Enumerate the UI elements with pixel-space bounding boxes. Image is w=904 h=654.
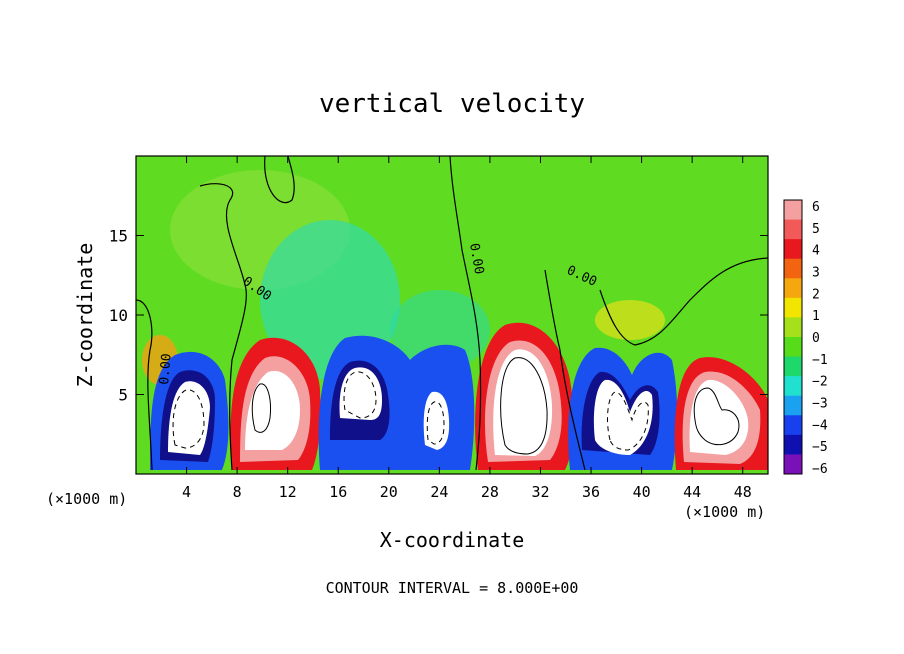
x-tick-label: 20 — [380, 483, 398, 501]
plot-area: 0.00 0.00 0.00 0.00 — [136, 156, 768, 474]
colorbar-frame — [783, 199, 803, 475]
colorbar-swatch — [784, 376, 802, 397]
x-unit-right: (×1000 m) — [684, 503, 765, 521]
zero-contour-5 — [544, 269, 586, 471]
colorbar-label: −4 — [812, 418, 828, 433]
colorbar-label: −3 — [812, 397, 828, 412]
y-tick-label: 5 — [118, 386, 128, 405]
x-tick-label: 40 — [633, 483, 651, 501]
zero-contour-2 — [199, 183, 247, 471]
x-tick-label: 48 — [734, 483, 752, 501]
colorbar-label: 6 — [812, 200, 820, 215]
x-tick-label: 28 — [481, 483, 499, 501]
x-axis-ticks: 4 8 12 16 20 24 28 32 36 40 44 48 — [182, 156, 752, 501]
y-tick-label: 10 — [109, 306, 128, 325]
colorbar-swatch — [784, 219, 802, 240]
y-tick-label: 15 — [109, 227, 128, 246]
pos-contour-1 — [251, 383, 271, 433]
x-unit-left: (×1000 m) — [46, 490, 127, 508]
contour-interval-footer: CONTOUR INTERVAL = 8.000E+00 — [326, 579, 579, 597]
pos-contour-3 — [693, 387, 740, 446]
colorbar-label: 1 — [812, 309, 820, 324]
cell-down-3-core — [423, 391, 450, 450]
zero-contour-4 — [449, 156, 482, 471]
colorbar-label: −1 — [812, 353, 828, 368]
x-tick-label: 24 — [430, 483, 448, 501]
colorbar: 6 5 4 3 2 1 0 −1 −2 −3 −4 −5 −6 — [783, 199, 828, 477]
colorbar-swatch — [784, 317, 802, 338]
cell-up-3-core — [689, 379, 749, 455]
colorbar-swatch — [784, 356, 802, 377]
colorbar-swatch — [784, 200, 802, 221]
cell-down-4-core — [593, 379, 653, 455]
x-tick-label: 12 — [279, 483, 297, 501]
cell-up-2-core — [493, 349, 553, 456]
colorbar-label: 2 — [812, 287, 820, 302]
colorbar-label: 0 — [812, 331, 820, 346]
colorbar-label: 5 — [812, 222, 820, 237]
colorbar-swatch — [784, 415, 802, 436]
x-tick-label: 36 — [582, 483, 600, 501]
colorbar-label: 3 — [812, 266, 820, 281]
pos-contour-2 — [500, 357, 548, 455]
colorbar-label: −6 — [812, 462, 828, 477]
x-tick-label: 32 — [531, 483, 549, 501]
y-axis-label: Z-coordinate — [73, 243, 97, 388]
x-axis-label: X-coordinate — [380, 528, 525, 552]
colorbar-swatch — [784, 454, 802, 475]
neg-contour-1 — [172, 389, 205, 449]
x-tick-label: 4 — [182, 483, 191, 501]
cell-down-2-core — [339, 367, 382, 420]
colorbar-swatch — [784, 297, 802, 318]
colorbar-swatch — [784, 395, 802, 416]
region-yellow-right — [595, 300, 665, 340]
x-tick-label: 44 — [683, 483, 701, 501]
colorbar-swatch — [784, 239, 802, 260]
colorbar-swatch — [784, 258, 802, 279]
cell-up-1-core — [245, 370, 300, 450]
colorbar-swatch — [784, 278, 802, 299]
zero-contour-1 — [136, 299, 153, 471]
x-tick-label: 8 — [233, 483, 242, 501]
colorbar-label: −5 — [812, 440, 828, 455]
zero-contour-3 — [264, 156, 295, 203]
x-tick-label: 16 — [329, 483, 347, 501]
neg-contour-4 — [607, 391, 649, 451]
contour-label-3: 0.00 — [466, 242, 486, 275]
neg-contour-3 — [426, 401, 445, 445]
colorbar-swatch — [784, 337, 802, 358]
y-axis-ticks: 5 10 15 — [109, 227, 768, 405]
zero-contour-6 — [599, 257, 768, 346]
chart-title: vertical velocity — [319, 89, 585, 119]
colorbar-swatch — [784, 434, 802, 455]
contour-label-1: 0.00 — [157, 353, 175, 386]
colorbar-label: 4 — [812, 244, 820, 259]
cell-down-1-core — [168, 381, 210, 455]
colorbar-label: −2 — [812, 375, 828, 390]
